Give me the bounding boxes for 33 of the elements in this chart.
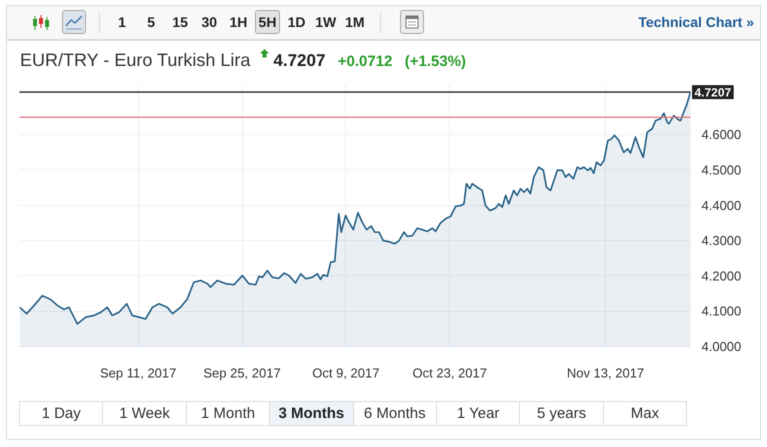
text: 1 Day — [42, 405, 81, 422]
y-tick-label: 4.4000 — [702, 198, 742, 213]
x-tick-label: Nov 13, 2017 — [566, 366, 644, 380]
ref-line-label: 4.7207 — [694, 86, 732, 100]
text: 1H — [229, 14, 248, 30]
y-tick-label: 4.2000 — [702, 268, 742, 284]
text: 3 Months — [278, 405, 344, 422]
chart-subtitle: 4.7207 +0.0712 (+1.53%) — [273, 51, 466, 70]
text: 15 — [172, 14, 188, 30]
text: 1D — [288, 14, 306, 30]
text: 1M — [345, 14, 365, 30]
text: 6 Months — [364, 405, 426, 422]
y-tick-label: 4.5000 — [702, 162, 742, 178]
text: 1 Week — [119, 405, 170, 422]
y-tick-label: 4.6000 — [702, 127, 742, 142]
text: 1 Month — [200, 405, 256, 422]
text: 1W — [315, 14, 336, 30]
text: Max — [630, 405, 660, 422]
y-tick-label: 4.1000 — [702, 304, 742, 319]
text: 5H — [258, 14, 276, 30]
text: Technical Chart » — [638, 13, 754, 32]
text: 5 — [147, 14, 155, 30]
chart-title: EUR/TRY - Euro Turkish Lira — [20, 50, 250, 70]
x-tick-label: Sep 11, 2017 — [100, 366, 176, 380]
text: 1 Year — [456, 405, 500, 422]
text: 30 — [202, 14, 218, 30]
x-tick-label: Sep 25, 2017 — [203, 366, 281, 380]
y-tick-label: 4.3000 — [702, 233, 742, 248]
x-tick-label: Oct 23, 2017 — [412, 366, 487, 380]
text: 1 — [118, 14, 126, 30]
x-tick-label: Oct 9, 2017 — [312, 366, 380, 380]
y-tick-label: 4.0000 — [702, 339, 742, 354]
text: 5 years — [536, 405, 586, 422]
